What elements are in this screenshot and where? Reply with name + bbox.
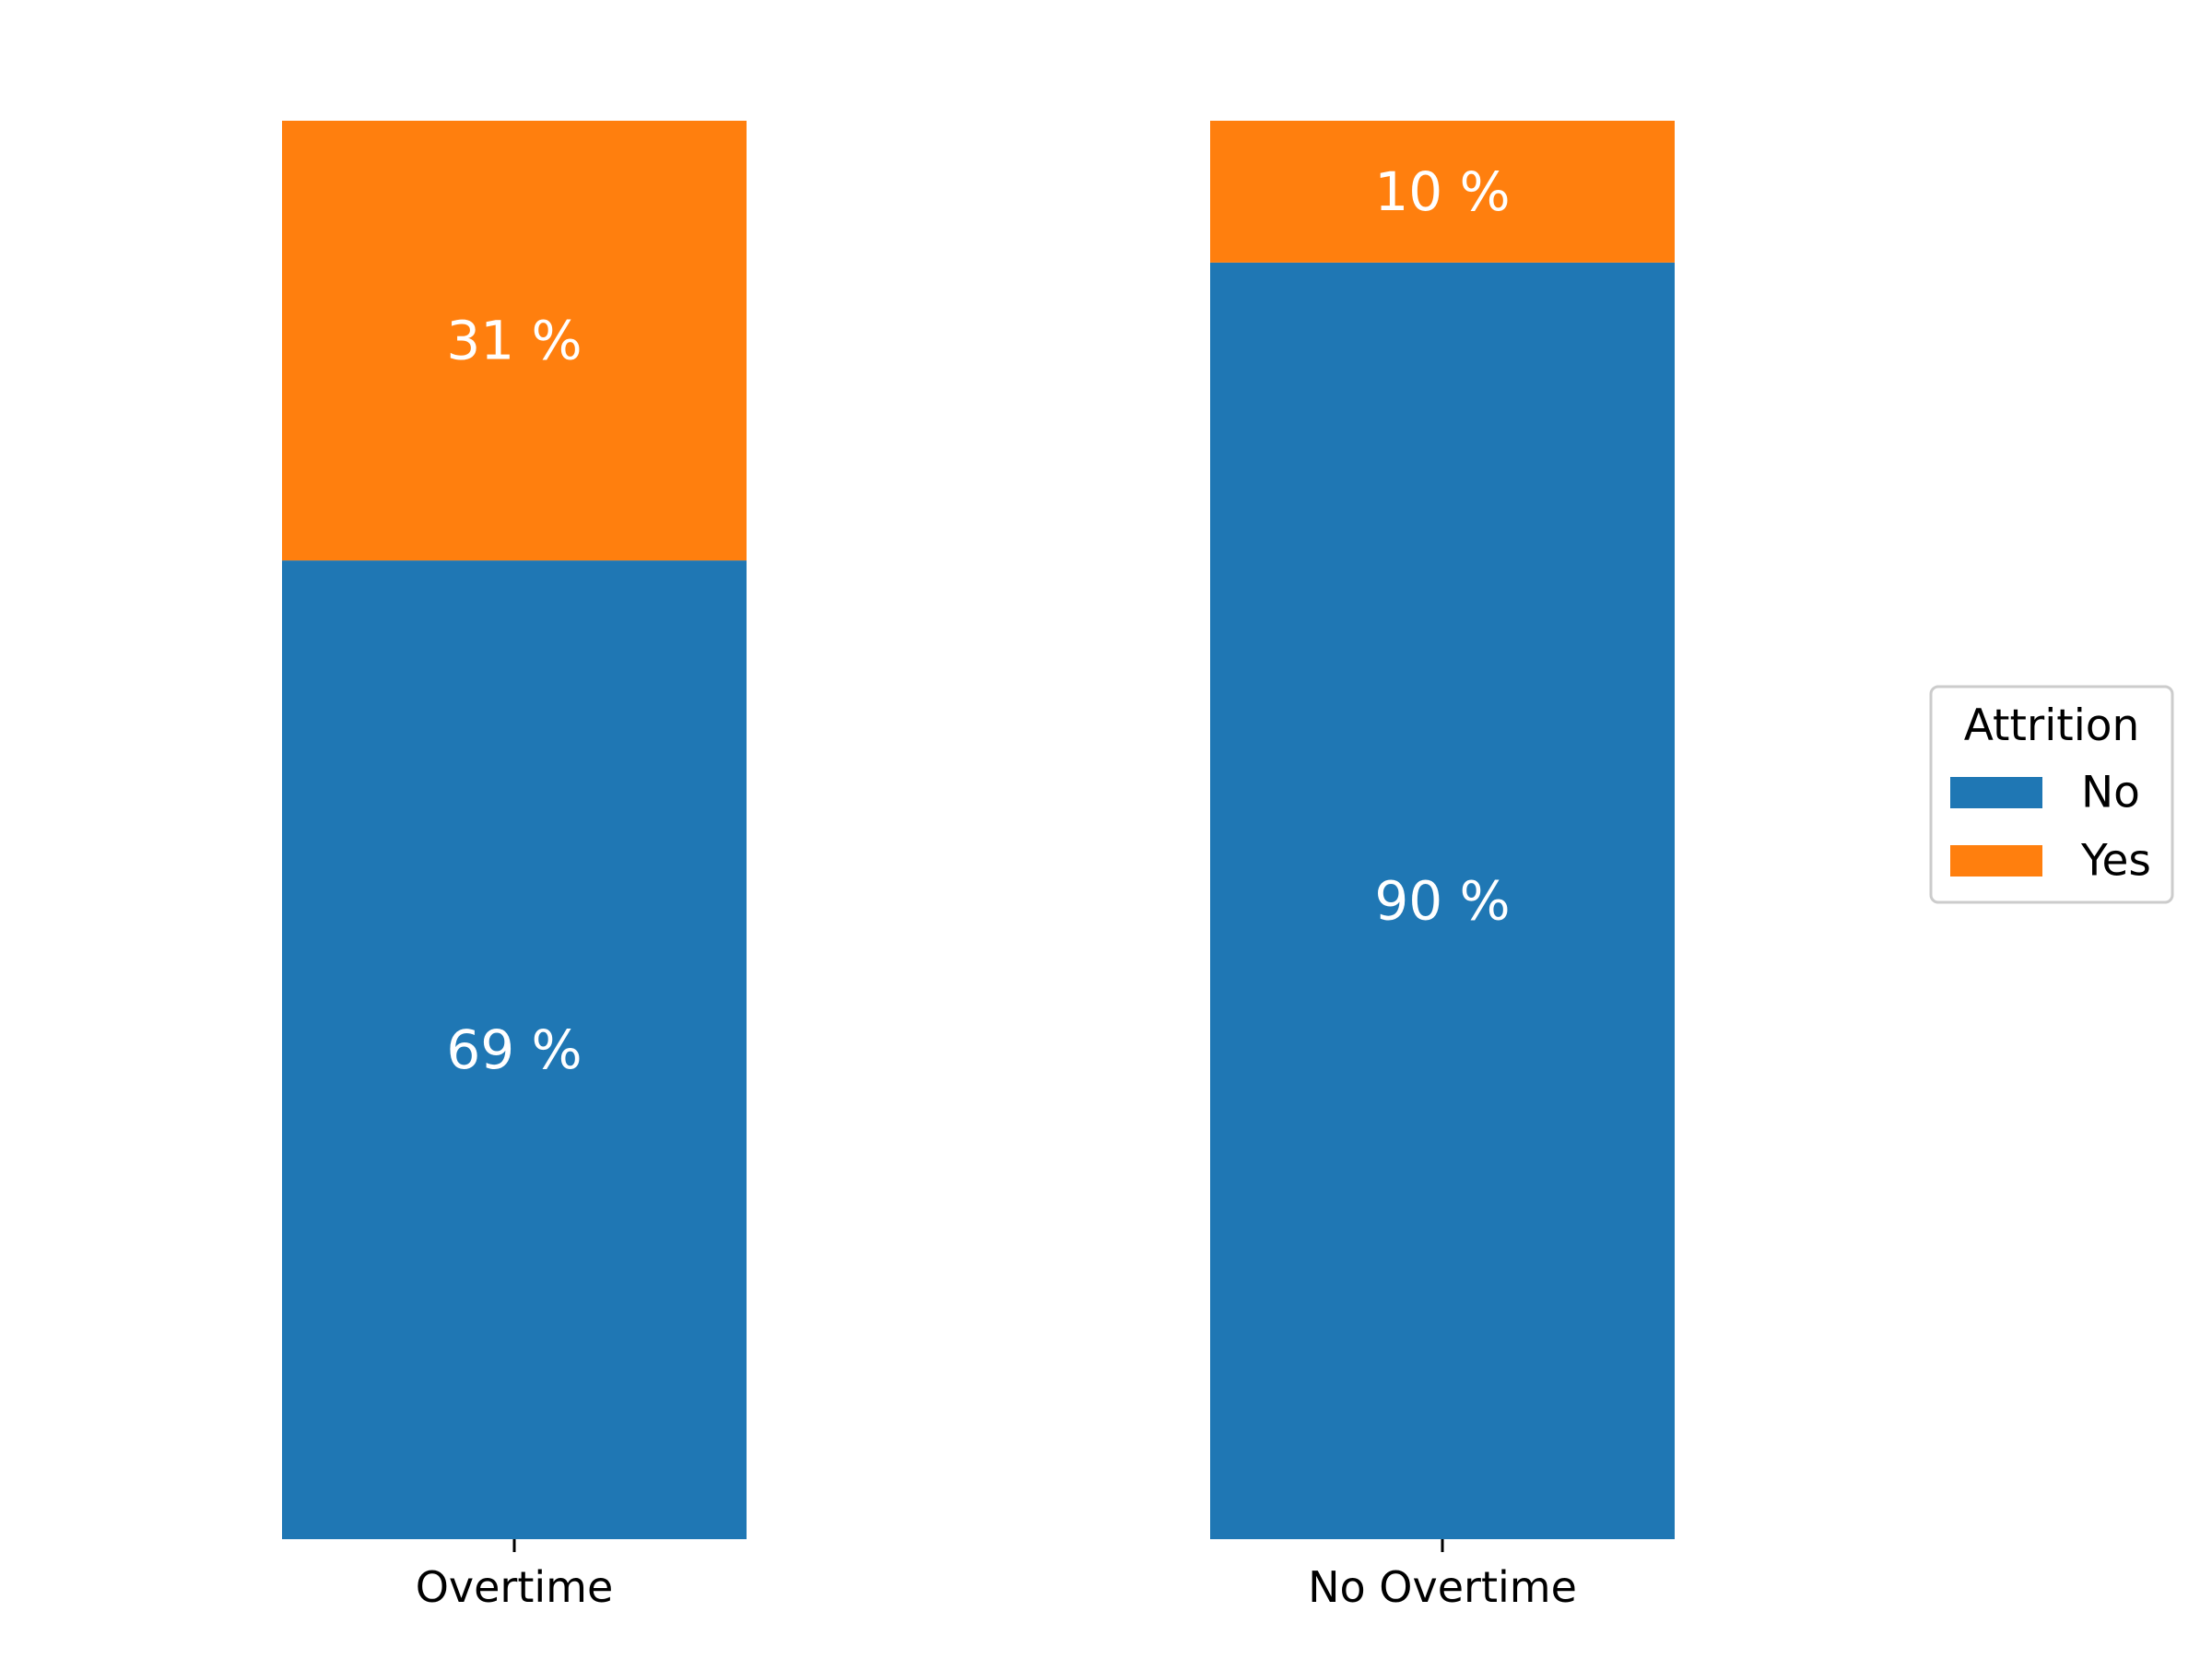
legend-title: Attrition — [1964, 700, 2140, 751]
legend-swatch-yes — [1950, 845, 2042, 877]
bars-group — [282, 121, 1675, 1539]
bar-labels-group: 69 % 31 % 90 % 10 % — [446, 160, 1510, 1081]
legend-entries: No Yes — [1950, 768, 2151, 887]
legend-swatch-no — [1950, 777, 2042, 808]
bar-label-no-overtime-no: 90 % — [1374, 869, 1510, 932]
bar-label-overtime-no: 69 % — [446, 1018, 582, 1081]
legend-label-no: No — [2081, 768, 2140, 818]
legend: Attrition No Yes — [1929, 685, 2174, 904]
legend-label-yes: Yes — [2080, 836, 2151, 887]
bar-no-overtime-yes — [1210, 121, 1675, 263]
bar-overtime-no — [282, 560, 747, 1539]
bar-label-overtime-yes: 31 % — [446, 310, 582, 372]
x-tick-label-overtime: Overtime — [416, 1562, 614, 1612]
x-axis: Overtime No Overtime — [416, 1539, 1577, 1612]
bar-no-overtime-no — [1210, 262, 1675, 1539]
bar-overtime-yes — [282, 121, 747, 561]
x-tick-label-no-overtime: No Overtime — [1308, 1562, 1577, 1612]
bar-label-no-overtime-yes: 10 % — [1374, 160, 1510, 223]
